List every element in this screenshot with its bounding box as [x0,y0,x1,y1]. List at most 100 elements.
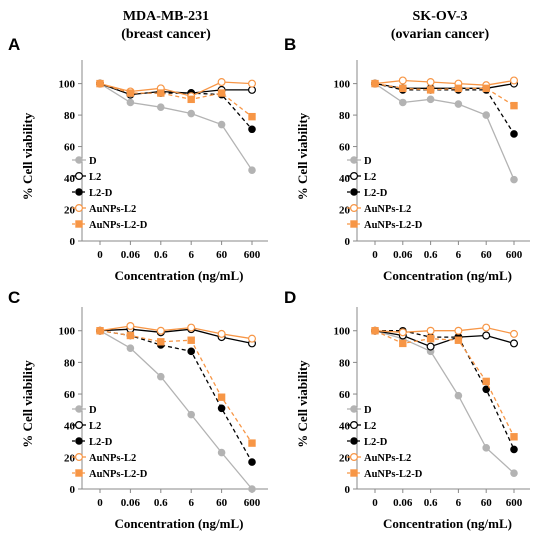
legend-label-aunps-l2-d: AuNPs-L2-D [364,469,423,480]
x-axis-title: Concentration (ng/mL) [383,268,512,283]
data-point-d [482,444,491,452]
series-line-aunps-l2-d [374,330,515,438]
y-axis-title: % Cell viability [295,360,310,448]
data-point-l2-d [248,125,256,134]
data-point-d [126,98,135,107]
y-tick-label: 80 [339,357,351,369]
y-tick-label: 100 [59,79,76,91]
legend-label-aunps-l2: AuNPs-L2 [364,204,411,215]
y-tick-label: 0 [345,236,351,248]
y-tick-label: 60 [339,389,351,401]
data-point-aunps-l2 [454,326,463,335]
legend-label-l2: L2 [89,172,101,183]
legend-label-aunps-l2-d: AuNPs-L2-D [89,469,148,480]
data-point-aunps-l2-d [96,327,104,335]
legend-swatch-marker-aunps-l2 [74,453,83,462]
data-point-l2-d [217,404,226,413]
y-tick-label: 20 [64,452,76,464]
data-point-aunps-l2 [248,79,257,88]
data-point-l2-d [248,458,256,466]
legend-swatch-marker-l2 [74,421,83,430]
data-point-aunps-l2-d [126,331,135,340]
legend-label-d: D [364,405,372,416]
panel-label-a: A [8,35,20,54]
data-point-l2 [426,342,435,351]
y-tick-label: 0 [70,484,76,496]
data-point-aunps-l2-d [454,84,463,93]
x-tick-label: 0.06 [121,497,141,509]
y-tick-label: 60 [64,389,76,401]
data-point-aunps-l2-d [248,112,256,121]
legend-label-l2: L2 [89,421,101,432]
legend-swatch-marker-l2-d [350,437,358,445]
series-line-aunps-l2 [99,325,253,340]
y-tick-label: 80 [64,110,76,122]
column-title-right-line1: SK-OV-3 [413,9,468,24]
x-tick-label: 60 [216,497,228,509]
y-tick-label: 80 [339,110,351,122]
legend-label-aunps-l2-d: AuNPs-L2-D [364,220,423,231]
data-point-aunps-l2 [510,76,519,85]
legend-label-d: D [89,156,97,167]
x-tick-label: 60 [216,249,228,261]
data-point-aunps-l2-d [399,339,407,348]
legend-label-d: D [89,405,97,416]
data-point-aunps-l2 [126,321,135,330]
data-point-aunps-l2 [398,328,407,337]
data-point-aunps-l2-d [187,336,195,344]
data-point-aunps-l2-d [217,89,226,97]
y-tick-label: 20 [64,205,76,217]
x-tick-label: 600 [506,497,523,509]
data-point-aunps-l2-d [399,84,407,93]
data-point-aunps-l2-d [510,433,518,441]
legend-swatch-marker-l2-d [350,188,358,196]
data-point-aunps-l2 [426,78,435,87]
chart-panel-a: 0 20 40 60 80 100 0 0.06 0.6 6 60 600Concentration … [20,60,268,283]
y-tick-label: 100 [59,326,76,338]
data-point-aunps-l2 [248,334,257,343]
y-axis-title: % Cell viability [20,360,35,448]
legend-swatch-marker-aunps-l2-d [350,220,358,228]
legend-swatch-marker-aunps-l2 [350,453,359,462]
x-tick-label: 6 [188,249,194,261]
data-point-d [217,120,226,129]
series-line-aunps-l2 [374,326,515,335]
legend-label-d: D [364,156,372,167]
legend-swatch-marker-d [75,156,83,164]
legend-swatch-marker-l2 [350,172,359,181]
legend-label-l2: L2 [364,172,376,183]
series-line-d [99,83,253,171]
y-tick-label: 40 [64,173,76,185]
x-tick-label: 0.06 [121,249,141,261]
y-tick-label: 80 [64,357,76,369]
x-tick-label: 600 [244,497,261,509]
x-tick-label: 6 [188,497,194,509]
data-point-aunps-l2-d [426,334,435,343]
data-point-d [248,485,256,493]
data-point-d [398,98,407,107]
x-tick-label: 0 [97,497,103,509]
legend-label-l2: L2 [364,421,376,432]
data-point-aunps-l2 [426,326,435,335]
series-line-aunps-l2 [374,79,515,86]
legend-swatch-marker-d [75,405,83,413]
legend-swatch-marker-aunps-l2-d [350,469,358,477]
y-tick-label: 40 [64,421,76,433]
x-tick-label: 0.06 [393,249,413,261]
series-line-aunps-l2-d [99,82,253,118]
data-point-d [454,391,463,400]
data-point-aunps-l2 [156,326,165,335]
legend-label-l2-d: L2-D [364,188,388,199]
legend-label-l2-d: L2-D [89,437,113,448]
legend-swatch-marker-aunps-l2-d [75,220,83,228]
x-tick-label: 0.6 [154,497,168,509]
x-axis-title: Concentration (ng/mL) [115,516,244,531]
legend-label-l2-d: L2-D [89,188,113,199]
data-point-aunps-l2-d [482,377,490,386]
chart-panel-c: 0 20 40 60 80 100 0 0.06 0.6 6 60 600Concentration … [20,307,268,531]
column-title-left-line2: (breast cancer) [121,27,211,42]
legend-swatch-marker-aunps-l2 [74,204,83,213]
series-line-aunps-l2-d [374,82,515,107]
x-tick-label: 0 [97,249,103,261]
x-tick-label: 0.6 [424,249,438,261]
